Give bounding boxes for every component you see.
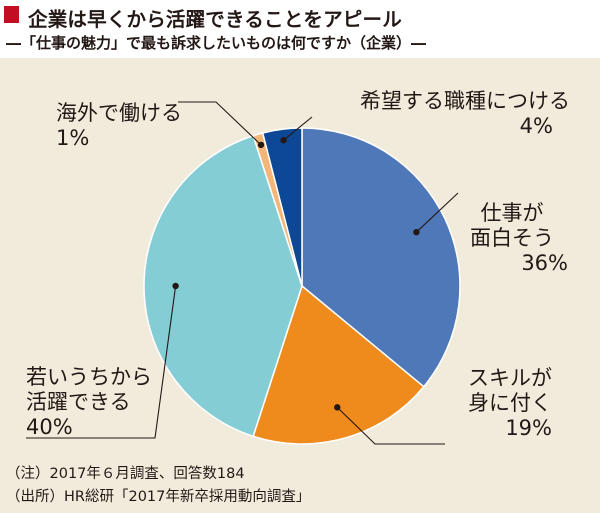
page-subtitle: ―「仕事の魅力」で最も訴求したいものは何ですか（企業）― — [6, 34, 427, 52]
leader-line-1 — [336, 406, 445, 445]
pie-slice-4 — [261, 127, 303, 287]
slice-value-wakai: 40% — [26, 415, 73, 439]
slice-name-omoshirosou-1: 仕事が — [480, 201, 544, 225]
pie-slice-1 — [252, 284, 425, 445]
leader-line-3 — [178, 101, 262, 146]
slice-name-skill-1: スキルが — [468, 366, 552, 390]
slice-value-kibou: 4% — [519, 114, 553, 138]
footnote-survey: （注）2017年６月調査、回答数184 — [6, 466, 245, 482]
slice-name-omoshirosou-2: 面白そう — [470, 226, 554, 250]
slice-name-kibou: 希望する職種につける — [360, 89, 570, 113]
slice-value-skill: 19% — [505, 416, 552, 440]
slice-name-kaigai: 海外で働ける — [56, 101, 182, 125]
title-marker — [4, 6, 19, 23]
slice-name-wakai-1: 若いうちから — [26, 365, 152, 389]
slice-label-skill: スキルが 身に付く 19% — [440, 366, 552, 441]
pie-slice-2 — [143, 134, 303, 438]
leader-line-4 — [283, 116, 313, 141]
slice-value-omoshirosou: 36% — [521, 251, 568, 275]
pie-slice-0 — [301, 127, 461, 388]
slice-label-wakai: 若いうちから 活躍できる 40% — [26, 365, 152, 440]
slice-name-skill-2: 身に付く — [468, 391, 552, 415]
slice-label-kibou: 希望する職種につける 4% — [360, 89, 570, 139]
slice-value-kaigai: 1% — [56, 126, 90, 150]
footnote-source: （出所）HR総研「2017年新卒採用動向調査」 — [6, 489, 311, 505]
slice-name-wakai-2: 活躍できる — [26, 390, 131, 414]
leader-line-2 — [26, 285, 177, 439]
leader-line-0 — [415, 192, 459, 233]
slice-label-omoshirosou: 仕事が 面白そう 36% — [456, 201, 568, 276]
page-title: 企業は早くから活躍できることをアピール — [28, 8, 402, 31]
header: 企業は早くから活躍できることをアピール ―「仕事の魅力」で最も訴求したいものは何… — [0, 0, 600, 58]
slice-label-kaigai: 海外で働ける 1% — [56, 101, 182, 151]
